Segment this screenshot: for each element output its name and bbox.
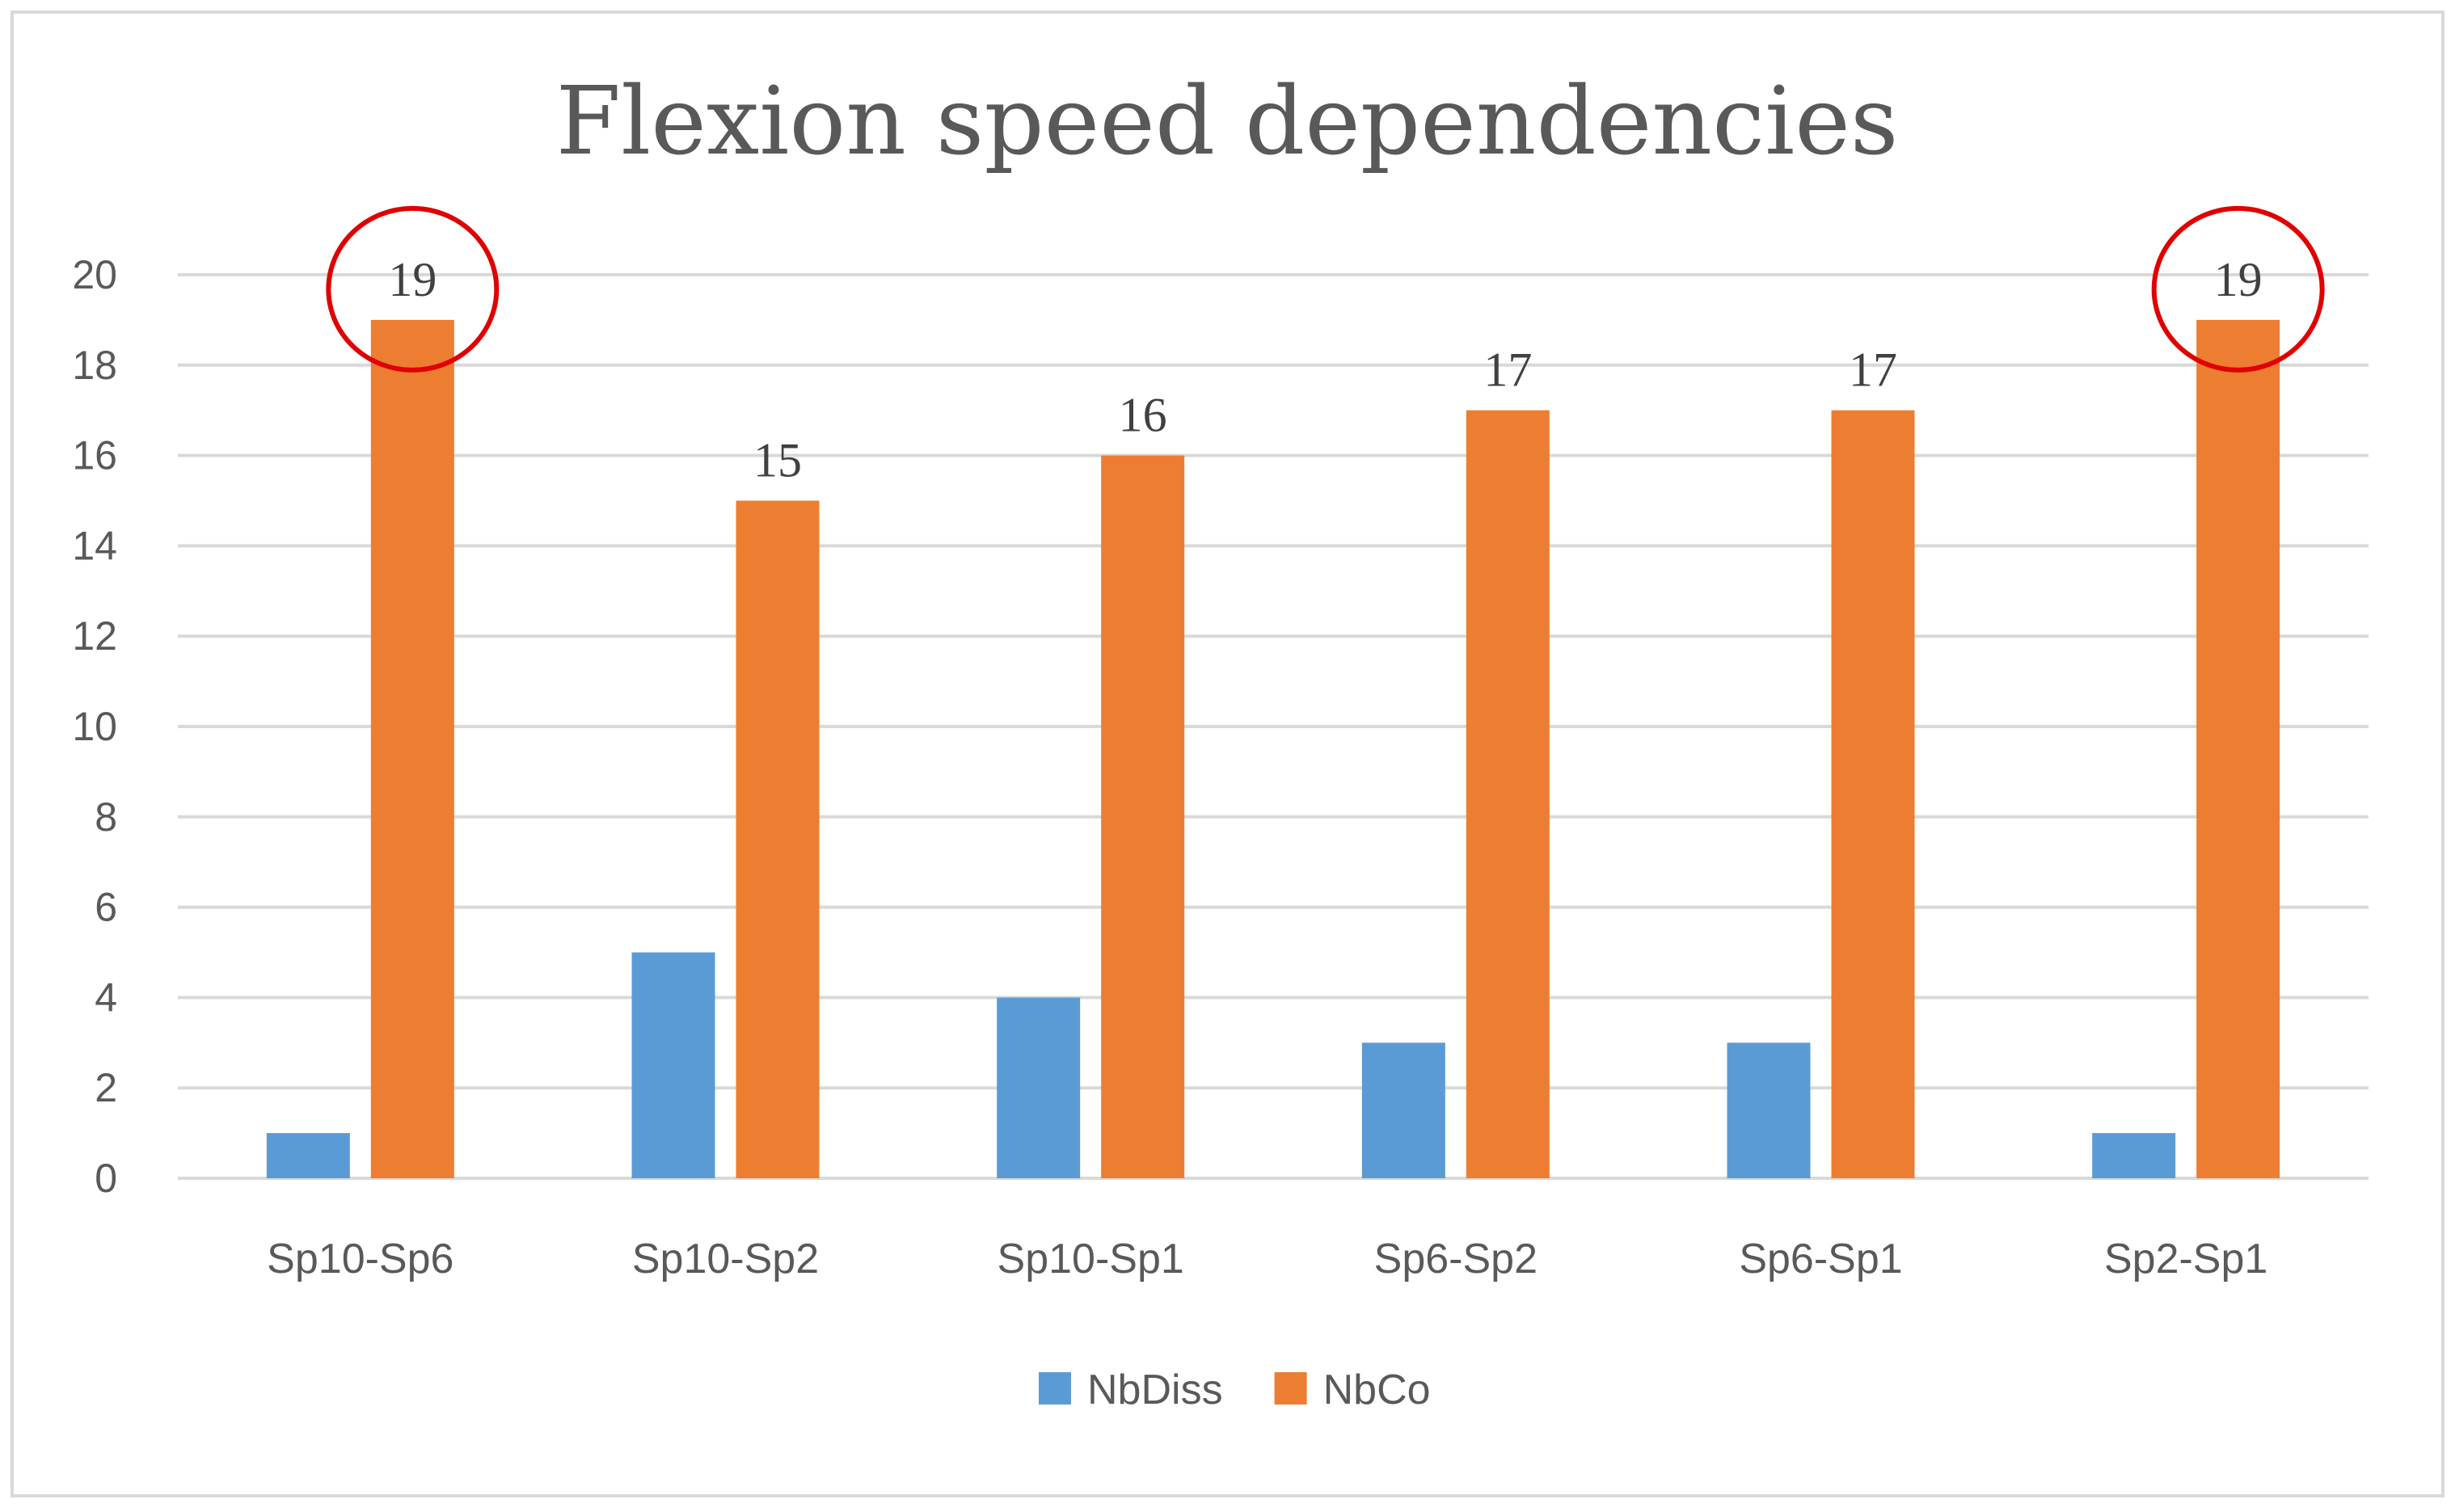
y-tick-label: 6 (95, 885, 117, 930)
chart-title: Flexion speed dependencies (556, 67, 1899, 176)
legend-label-nbdiss: NbDiss (1087, 1367, 1223, 1413)
bar-nbdiss (997, 997, 1081, 1178)
bar-nbco (736, 500, 820, 1178)
x-tick-label: Sp10-Sp6 (267, 1236, 453, 1282)
legend-label-nbco: NbCo (1323, 1367, 1431, 1413)
bar-nbco (2196, 319, 2280, 1178)
x-tick-label: Sp6-Sp1 (1739, 1236, 1902, 1282)
legend: NbDiss NbCo (1039, 1367, 1431, 1413)
y-tick-label: 2 (95, 1065, 117, 1110)
bar-nbdiss (2092, 1133, 2176, 1178)
data-label: 19 (2214, 253, 2263, 306)
x-tick-label: Sp2-Sp1 (2104, 1236, 2267, 1282)
highlight-circles (326, 205, 2325, 373)
y-tick-label: 20 (72, 252, 117, 297)
data-label: 15 (753, 434, 802, 487)
bar-nbdiss (266, 1133, 350, 1178)
bars (266, 319, 2280, 1178)
y-tick-label: 14 (72, 523, 117, 568)
x-axis-tick-labels: Sp10-Sp6 Sp10-Sp2 Sp10-Sp1 Sp6-Sp2 Sp6-Sp1 Sp… (267, 1236, 2267, 1282)
y-tick-label: 12 (72, 613, 117, 659)
legend-swatch-nbdiss (1039, 1372, 1071, 1405)
data-label: 17 (1483, 343, 1532, 397)
data-label: 17 (1849, 343, 1897, 397)
y-axis-tick-labels: 0 2 4 6 8 10 12 14 16 18 20 (72, 252, 117, 1201)
highlight-circle (2151, 205, 2325, 373)
x-tick-label: Sp6-Sp2 (1374, 1236, 1538, 1282)
highlight-circle (326, 205, 500, 373)
y-tick-label: 18 (72, 343, 117, 388)
bar-nbdiss (1361, 1042, 1445, 1178)
data-label: 19 (388, 253, 437, 306)
y-tick-label: 16 (72, 433, 117, 478)
x-tick-label: Sp10-Sp1 (998, 1236, 1184, 1282)
gridlines (178, 273, 2369, 1180)
bar-nbco (370, 319, 454, 1178)
data-label: 16 (1119, 389, 1167, 442)
bar-nbdiss (631, 952, 715, 1178)
bar-nbco (1101, 455, 1185, 1178)
bar-nbco (1831, 410, 1915, 1178)
y-tick-label: 0 (95, 1156, 117, 1201)
bar-nbdiss (1727, 1042, 1811, 1178)
bar-nbco (1466, 410, 1550, 1178)
y-tick-label: 4 (95, 975, 117, 1020)
y-tick-label: 8 (95, 794, 117, 840)
y-tick-label: 10 (72, 704, 117, 749)
data-labels: 19 15 16 17 17 19 (388, 253, 2262, 487)
x-tick-label: Sp10-Sp2 (632, 1236, 819, 1282)
legend-swatch-nbco (1274, 1372, 1307, 1405)
